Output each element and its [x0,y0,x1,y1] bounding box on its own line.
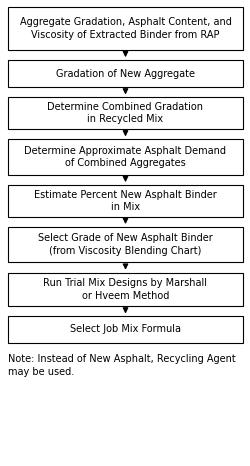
FancyBboxPatch shape [8,185,242,217]
FancyBboxPatch shape [8,139,242,175]
FancyBboxPatch shape [8,316,242,343]
Text: Select Grade of New Asphalt Binder
(from Viscosity Blending Chart): Select Grade of New Asphalt Binder (from… [38,233,212,256]
FancyBboxPatch shape [8,227,242,262]
Text: Estimate Percent New Asphalt Binder
in Mix: Estimate Percent New Asphalt Binder in M… [34,190,216,212]
FancyBboxPatch shape [8,273,242,306]
FancyBboxPatch shape [8,97,242,129]
Text: Determine Approximate Asphalt Demand
of Combined Aggregates: Determine Approximate Asphalt Demand of … [24,146,226,168]
Text: Select Job Mix Formula: Select Job Mix Formula [70,324,180,335]
Text: Gradation of New Aggregate: Gradation of New Aggregate [56,69,194,79]
Text: Determine Combined Gradation
in Recycled Mix: Determine Combined Gradation in Recycled… [47,102,203,124]
FancyBboxPatch shape [8,7,242,50]
Text: Note: Instead of New Asphalt, Recycling Agent
may be used.: Note: Instead of New Asphalt, Recycling … [8,354,234,377]
FancyBboxPatch shape [8,60,242,87]
Text: Aggregate Gradation, Asphalt Content, and
Viscosity of Extracted Binder from RAP: Aggregate Gradation, Asphalt Content, an… [20,17,231,40]
Text: Run Trial Mix Designs by Marshall
or Hveem Method: Run Trial Mix Designs by Marshall or Hve… [43,278,207,301]
